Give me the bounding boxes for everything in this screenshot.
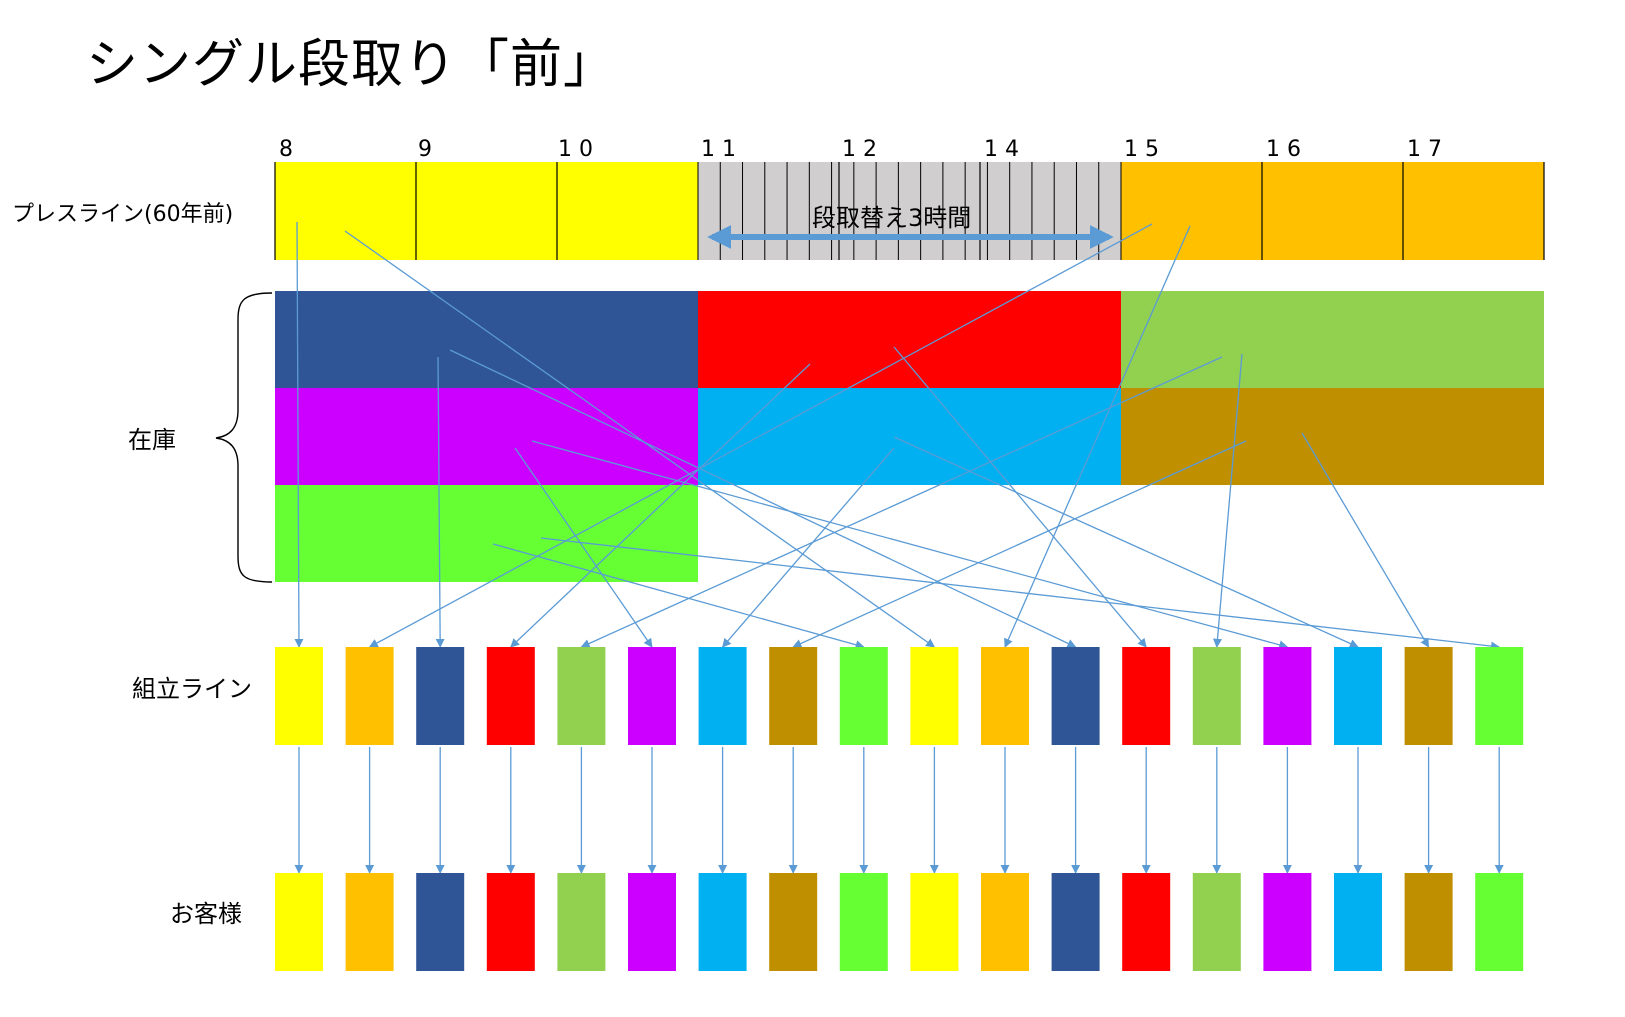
flow-arrows [294,221,1504,874]
hour-label: 1 4 [984,137,1019,162]
flow-arrow [435,356,445,648]
hour-label: 9 [418,137,432,162]
flow-arrow [1212,353,1243,648]
inventory-brace [215,292,273,583]
customer-box-purple [628,873,676,971]
product-boxes [275,647,1524,971]
press-segment-orange [1121,162,1544,260]
inventory-block-red [698,291,1121,388]
flow-arrow [492,543,865,650]
assembly-line-label: 組立ライン [132,675,252,703]
inventory-block-sky_blue [698,388,1121,485]
customer-box-orange [981,873,1029,971]
hour-label: 8 [279,137,293,162]
flow-arrow [893,436,1359,648]
assembly-box-sky_blue [698,647,747,745]
inventory-label: 在庫 [128,426,176,454]
inventory-block-lime [275,485,698,582]
customer-box-olive_green [557,873,606,971]
customer-box-brown [769,873,818,971]
press-segment-yellow [275,162,698,260]
assembly-box-lime [1475,647,1524,745]
hour-label: 1 0 [558,137,593,162]
assembly-box-navy [1051,647,1100,745]
customer-box-navy [1051,873,1100,971]
customer-box-navy [416,873,465,971]
assembly-box-purple [1263,647,1312,745]
assembly-box-brown [769,647,818,745]
flow-arrow [540,537,1501,651]
assembly-box-orange [345,647,394,745]
inventory-blocks [275,291,1544,582]
page-title: シングル段取り「前」 [86,35,617,95]
customer-box-lime [1475,873,1524,971]
hour-label: 1 2 [842,137,877,162]
flow-arrow [531,440,1289,650]
assembly-box-orange [981,647,1029,745]
assembly-box-brown [1404,647,1453,745]
assembly-box-olive_green [557,647,606,745]
labels: 8 9 1 0 1 1 1 2 1 4 1 5 1 6 1 7 プレスライン(60年前) 在庫組立ラ… [12,137,1442,928]
flow-arrow [368,223,1153,648]
flow-arrow [792,440,1247,648]
customer-box-yellow [910,873,959,971]
customer-box-red [1122,873,1171,971]
flow-arrow [722,447,895,648]
customer-box-orange [345,873,394,971]
assembly-box-olive_green [1192,647,1241,745]
customer-box-olive_green [1192,873,1241,971]
hour-label: 1 6 [1266,137,1301,162]
hour-label: 1 7 [1407,137,1442,162]
flow-arrow [510,363,811,648]
brace-shape [215,292,273,583]
assembly-box-red [486,647,535,745]
customer-box-yellow [275,873,323,971]
flow-arrow [449,349,1077,648]
hour-label: 1 1 [701,137,736,162]
customer-box-sky_blue [698,873,747,971]
press-line [274,162,1545,260]
assembly-box-lime [839,647,888,745]
inventory-block-olive_green [1121,291,1544,388]
customer-label: お客様 [170,900,242,928]
changeover-label: 段取替え3時間 [812,204,971,232]
assembly-box-yellow [275,647,323,745]
assembly-box-yellow [910,647,959,745]
hour-label: 1 5 [1124,137,1159,162]
assembly-box-red [1122,647,1171,745]
assembly-box-sky_blue [1334,647,1382,745]
assembly-box-purple [628,647,676,745]
flow-arrow [344,230,936,648]
assembly-box-navy [416,647,465,745]
flow-arrow [1004,225,1191,648]
customer-box-sky_blue [1334,873,1382,971]
flow-arrow [514,447,653,648]
inventory-block-brown [1121,388,1544,485]
inventory-block-purple [275,388,698,485]
customer-box-lime [839,873,888,971]
flow-arrow [1301,432,1430,648]
inventory-block-navy [275,291,698,388]
customer-box-purple [1263,873,1312,971]
flow-arrow [294,221,304,648]
customer-box-red [486,873,535,971]
customer-box-brown [1404,873,1453,971]
press-line-label: プレスライン(60年前) [12,202,233,227]
